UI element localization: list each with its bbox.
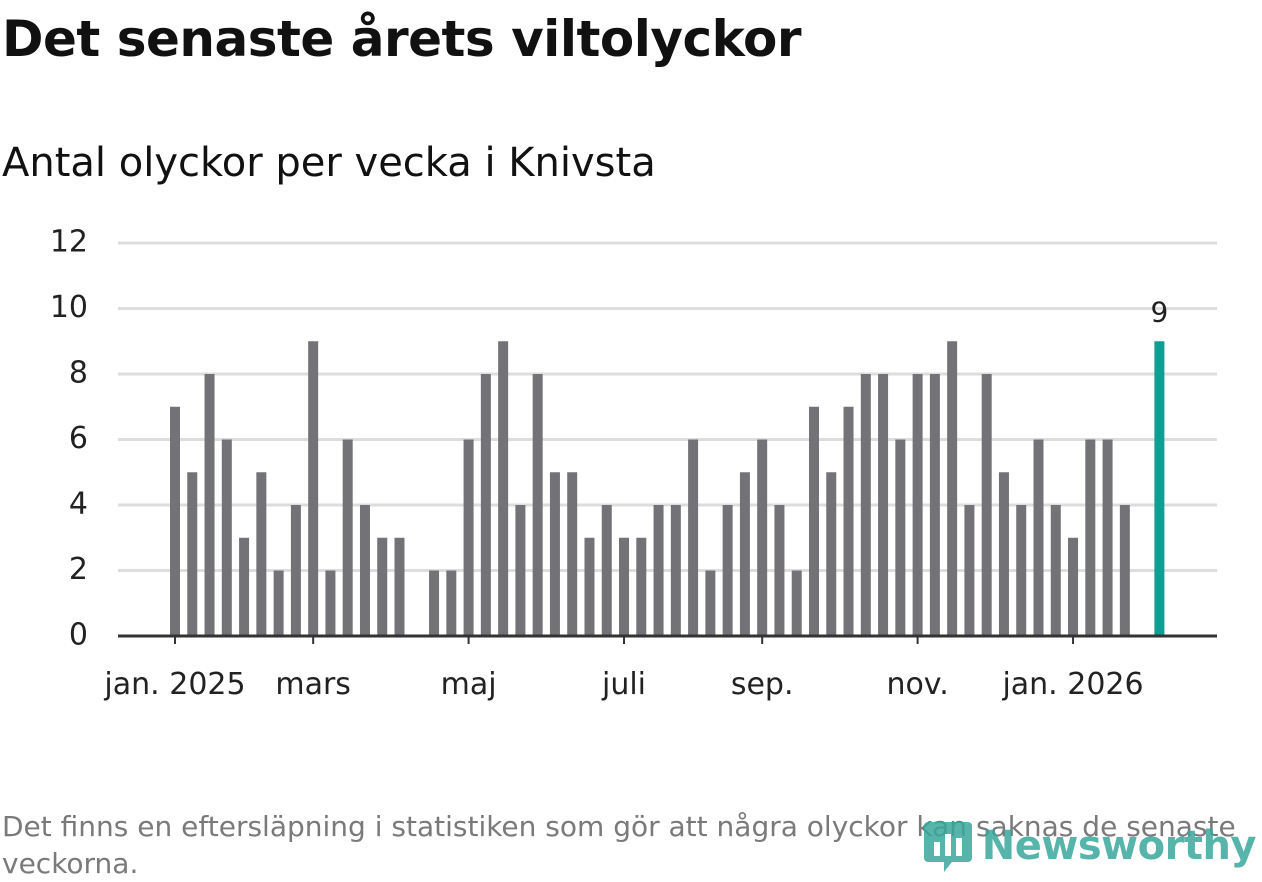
bar — [1033, 439, 1044, 636]
bar — [1119, 505, 1130, 636]
newsworthy-logo-icon — [923, 822, 972, 872]
bar — [929, 374, 940, 636]
chart-subtitle: Antal olyckor per vecka i Knivsta — [2, 140, 656, 186]
bar — [567, 472, 578, 636]
bar — [532, 374, 543, 636]
y-tick-label: 8 — [69, 356, 88, 391]
bar — [187, 472, 198, 636]
bar — [895, 439, 906, 636]
bar — [1016, 505, 1027, 636]
bar — [601, 505, 612, 636]
bar — [981, 374, 992, 636]
bar — [273, 570, 284, 636]
bar-value-label: 9 — [1150, 295, 1168, 328]
bar — [998, 472, 1009, 636]
bar — [670, 505, 681, 636]
bar — [1085, 439, 1096, 636]
bar — [308, 341, 319, 636]
y-tick-label: 4 — [69, 487, 88, 522]
bar — [705, 570, 716, 636]
bar — [774, 505, 785, 636]
y-tick-label: 6 — [69, 421, 88, 456]
newsworthy-logo-text: Newsworthy — [981, 823, 1257, 869]
bar — [636, 537, 647, 636]
newsworthy-logo: Newsworthy — [922, 818, 1257, 874]
bar — [947, 341, 958, 636]
bar — [860, 374, 871, 636]
bar — [843, 406, 854, 636]
bar — [256, 472, 267, 636]
x-tick-label: jan. 2026 — [1001, 667, 1143, 702]
bar — [912, 374, 923, 636]
bar — [394, 537, 405, 636]
bar-highlight — [1154, 341, 1165, 636]
x-tick-label: mars — [275, 667, 351, 702]
x-tick-label: juli — [601, 667, 646, 702]
y-tick-label: 2 — [69, 552, 88, 587]
bar — [619, 537, 630, 636]
bar-chart: 0 2 4 6 8 10 12 9 jan. 2025 mars maj juli sep. nov. ja… — [50, 225, 1217, 702]
bar — [342, 439, 353, 636]
y-tick-label: 0 — [69, 618, 88, 653]
bar — [688, 439, 699, 636]
x-tick-label: jan. 2025 — [103, 667, 245, 702]
bar — [757, 439, 768, 636]
bar — [1102, 439, 1113, 636]
bar — [239, 537, 250, 636]
bar — [170, 406, 180, 636]
x-tick-label: maj — [441, 667, 497, 702]
y-tick-label: 10 — [50, 290, 88, 325]
bar — [498, 341, 509, 636]
bar — [1068, 537, 1079, 636]
bar — [515, 505, 526, 636]
bar — [359, 505, 370, 636]
bar — [1050, 505, 1061, 636]
bar — [480, 374, 491, 636]
bar — [204, 374, 215, 636]
bar — [584, 537, 595, 636]
bar — [722, 505, 733, 636]
bar — [377, 537, 388, 636]
bar — [446, 570, 457, 636]
bar — [878, 374, 889, 636]
bar — [325, 570, 336, 636]
bar — [653, 505, 664, 636]
bar — [290, 505, 301, 636]
bar — [826, 472, 837, 636]
footnote: Det finns en eftersläpning i statistiken… — [2, 810, 1236, 880]
bar — [221, 439, 232, 636]
chart-title: Det senaste årets viltolyckor — [2, 10, 802, 68]
x-tick-label: nov. — [886, 667, 948, 702]
x-tick-label: sep. — [731, 667, 794, 702]
bar — [791, 570, 802, 636]
bar — [429, 570, 440, 636]
bar — [739, 472, 750, 636]
y-tick-label: 12 — [50, 225, 88, 260]
bar — [549, 472, 560, 636]
bar — [964, 505, 975, 636]
bar — [463, 439, 474, 636]
bar — [808, 406, 819, 636]
